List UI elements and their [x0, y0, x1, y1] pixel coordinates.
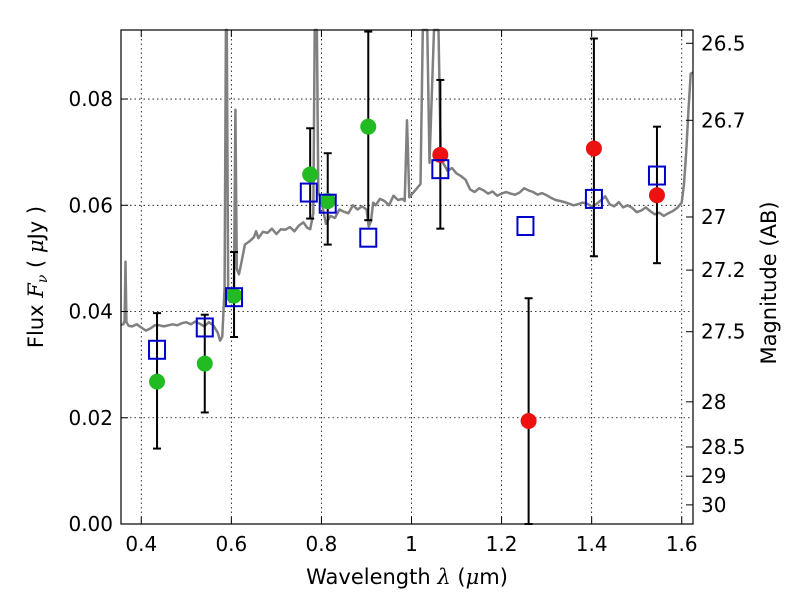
y2-axis-label: Magnitude (AB) — [757, 201, 781, 364]
x-tick-label: 1 — [405, 532, 418, 556]
y-axis-ticks: 0.00 0.02 0.04 0.06 0.08 — [68, 87, 128, 536]
model-square-marker — [359, 227, 378, 248]
y2-tick-label: 27 — [701, 205, 726, 229]
x-tick-label: 0.4 — [125, 532, 157, 556]
x-tick-label: 1.6 — [666, 532, 698, 556]
y-axis-label: Flux Fν ( μJy ) — [24, 206, 51, 348]
y-tick-label: 0.04 — [68, 300, 113, 324]
y2-tick-label: 30 — [701, 493, 726, 517]
x-tick-label: 0.6 — [215, 532, 247, 556]
y2-axis-ticks: 26.5 26.7 27 27.2 27.5 28 28.5 29 30 — [686, 31, 746, 517]
green-data-point — [302, 166, 319, 183]
y-tick-label: 0.06 — [68, 193, 113, 217]
green-data-point — [196, 355, 213, 372]
model-square-marker — [299, 182, 318, 203]
green-data-point — [226, 287, 243, 304]
plot-frame — [120, 29, 694, 525]
red-data-point — [648, 187, 665, 204]
green-data-point — [149, 373, 166, 390]
y2-tick-label: 29 — [701, 464, 726, 488]
y-tick-label: 0.02 — [68, 406, 113, 430]
green-data-point — [319, 193, 336, 210]
x-axis-ticks: 0.4 0.6 0.8 1 1.2 1.4 1.6 — [125, 30, 698, 556]
y-tick-label: 0.08 — [68, 87, 113, 111]
model-square-marker — [318, 193, 337, 214]
y2-tick-label: 28 — [701, 390, 726, 414]
green-data-point — [360, 118, 377, 135]
red-data-point — [432, 146, 449, 163]
model-square-marker — [195, 317, 214, 338]
model-square-marker — [516, 216, 535, 237]
x-tick-label: 1.2 — [486, 532, 518, 556]
model-spectrum — [120, 28, 694, 342]
model-square-marker — [647, 165, 666, 186]
y-tick-label: 0.00 — [68, 512, 113, 536]
y2-tick-label: 27.5 — [701, 320, 746, 344]
red-data-point — [585, 140, 602, 157]
y2-tick-label: 28.5 — [701, 435, 746, 459]
data-markers — [148, 118, 666, 429]
x-tick-label: 1.4 — [576, 532, 608, 556]
spectrum-line — [120, 28, 694, 342]
model-square-marker — [148, 339, 167, 360]
model-square-marker — [584, 188, 603, 209]
x-tick-label: 0.8 — [306, 532, 338, 556]
y2-tick-label: 27.2 — [701, 258, 746, 282]
red-data-point — [520, 412, 537, 429]
grid-lines — [121, 30, 693, 524]
x-axis-label: Wavelength λ (μm) — [306, 565, 508, 589]
model-square-marker — [431, 159, 450, 180]
y2-tick-label: 26.5 — [701, 31, 746, 55]
model-square-marker — [225, 287, 244, 308]
y2-tick-label: 26.7 — [701, 108, 746, 132]
